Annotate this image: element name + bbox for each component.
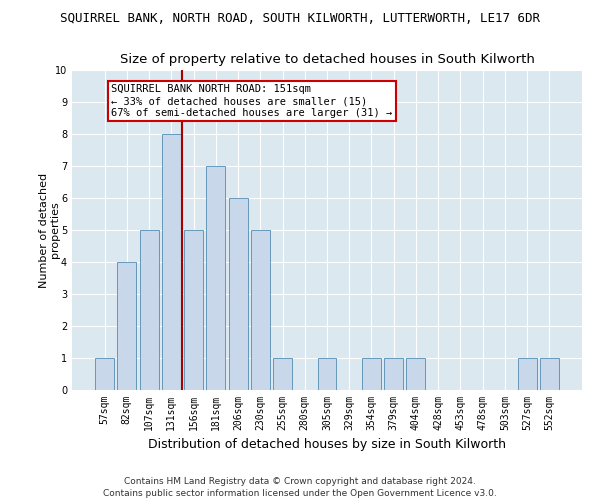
Bar <box>273 358 292 390</box>
Bar <box>162 134 181 390</box>
Bar <box>518 358 536 390</box>
Bar <box>140 230 158 390</box>
Bar <box>118 262 136 390</box>
Bar <box>251 230 270 390</box>
Bar <box>140 230 158 390</box>
Bar <box>184 230 203 390</box>
Bar <box>406 358 425 390</box>
Bar <box>251 230 270 390</box>
Bar <box>184 230 203 390</box>
Text: Contains HM Land Registry data © Crown copyright and database right 2024.
Contai: Contains HM Land Registry data © Crown c… <box>103 476 497 498</box>
Bar <box>95 358 114 390</box>
Bar <box>518 358 536 390</box>
Bar <box>273 358 292 390</box>
Text: SQUIRREL BANK, NORTH ROAD, SOUTH KILWORTH, LUTTERWORTH, LE17 6DR: SQUIRREL BANK, NORTH ROAD, SOUTH KILWORT… <box>60 12 540 26</box>
Text: SQUIRREL BANK NORTH ROAD: 151sqm
← 33% of detached houses are smaller (15)
67% o: SQUIRREL BANK NORTH ROAD: 151sqm ← 33% o… <box>112 84 392 117</box>
Bar <box>229 198 248 390</box>
Bar <box>362 358 381 390</box>
Bar <box>362 358 381 390</box>
Bar <box>229 198 248 390</box>
Bar <box>95 358 114 390</box>
Title: Size of property relative to detached houses in South Kilworth: Size of property relative to detached ho… <box>119 53 535 66</box>
Bar <box>118 262 136 390</box>
Bar <box>540 358 559 390</box>
Y-axis label: Number of detached
properties: Number of detached properties <box>38 172 60 288</box>
Bar <box>206 166 225 390</box>
Bar <box>406 358 425 390</box>
Bar <box>540 358 559 390</box>
Bar <box>384 358 403 390</box>
Bar <box>206 166 225 390</box>
X-axis label: Distribution of detached houses by size in South Kilworth: Distribution of detached houses by size … <box>148 438 506 452</box>
Bar <box>317 358 337 390</box>
Bar <box>384 358 403 390</box>
Bar <box>317 358 337 390</box>
Bar <box>162 134 181 390</box>
